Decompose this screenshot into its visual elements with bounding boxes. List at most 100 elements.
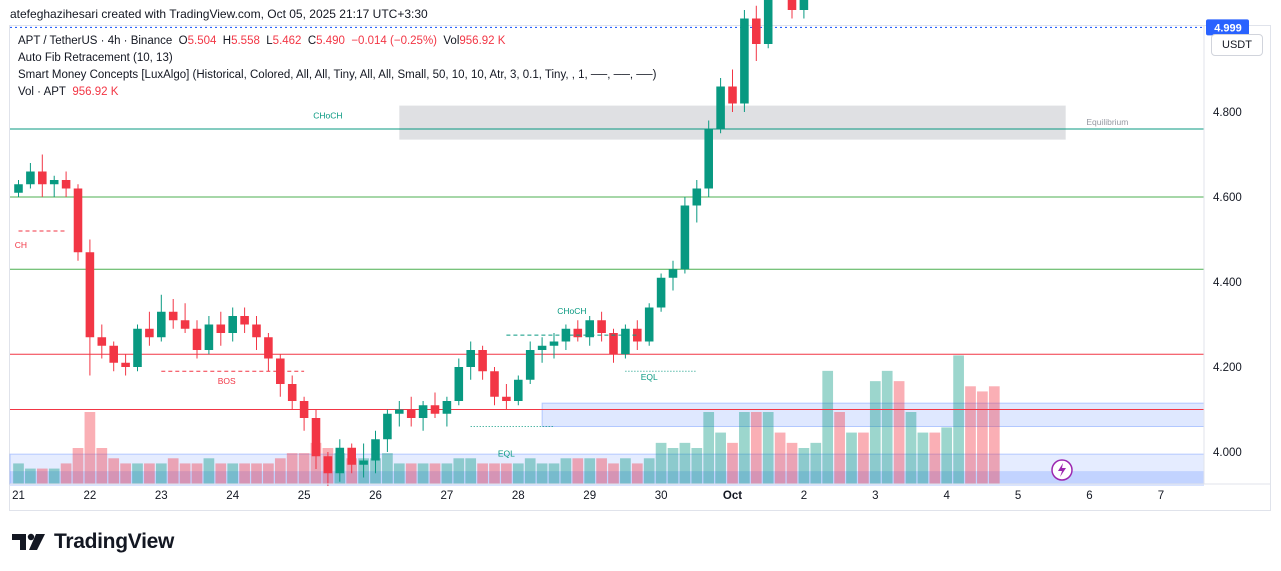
- candle-body: [656, 277, 666, 308]
- legend-indicator-volume[interactable]: Vol · APT 956.92 K: [18, 86, 118, 98]
- volume-bar: [631, 463, 643, 484]
- chart-frame: [9, 25, 1271, 511]
- volume-bar: [858, 432, 869, 484]
- volume-bar: [298, 453, 310, 484]
- candle-body: [442, 401, 452, 414]
- legend-change: −0.014 (−0.25%): [351, 35, 437, 47]
- candle-body: [478, 350, 487, 372]
- volume-bar: [929, 432, 941, 484]
- volume-bar: [953, 355, 964, 484]
- candle-body: [359, 460, 368, 465]
- candle-body: [121, 362, 130, 367]
- candle-body: [752, 18, 761, 44]
- levels-layer: 5.6415.5665.2974.999: [10, 19, 1249, 410]
- volume-bar: [36, 468, 48, 484]
- time-tick-label: 5: [1015, 490, 1021, 502]
- legend-indicator-smc[interactable]: Smart Money Concepts [LuxAlgo] (Historic…: [18, 69, 657, 81]
- time-tick-label: 2: [801, 490, 807, 502]
- candle-body: [252, 324, 261, 338]
- candle-body: [347, 447, 356, 465]
- time-tick-label: 25: [298, 490, 311, 502]
- candle-body: [644, 307, 654, 342]
- time-tick-label: 28: [512, 490, 525, 502]
- volume-bar: [798, 448, 810, 484]
- volume-bar: [977, 391, 988, 484]
- legend-low-value: 5.462: [272, 35, 302, 47]
- candle-body: [49, 180, 59, 185]
- lightning-icon-bolt: [1058, 463, 1066, 477]
- candle-body: [395, 409, 404, 414]
- legend-symbol[interactable]: APT / TetherUS · 4h · Binance: [18, 35, 173, 47]
- volume-bar: [251, 463, 262, 484]
- candle-body: [38, 171, 47, 185]
- volume-bar: [536, 463, 548, 484]
- volume-bar: [620, 458, 631, 484]
- candle-body: [490, 371, 499, 397]
- volume-bar: [465, 458, 477, 484]
- volume-bar: [608, 463, 619, 484]
- time-tick-label: 23: [155, 490, 168, 502]
- footer-brand: TradingView: [12, 530, 174, 554]
- candle-body: [109, 345, 118, 363]
- lightning-icon[interactable]: [1051, 459, 1073, 481]
- candle-body: [371, 439, 380, 461]
- volume-bar: [715, 432, 726, 484]
- candle-body: [299, 401, 309, 418]
- volume-bar: [584, 458, 596, 484]
- legend-volume-indicator-value: 956.92 K: [72, 86, 119, 98]
- volume-bar: [524, 458, 536, 484]
- legend-open-label: O: [178, 35, 188, 47]
- candle-body: [633, 328, 642, 342]
- candle-body: [609, 333, 618, 355]
- volume-bar: [869, 381, 881, 484]
- candle-body: [799, 0, 809, 10]
- candle-body: [73, 188, 83, 253]
- candle-body: [668, 269, 678, 278]
- annotation-label: CHoCH: [313, 110, 342, 120]
- candle-body: [680, 205, 690, 270]
- candle-body: [704, 129, 713, 189]
- candle-body: [621, 328, 630, 355]
- volume-bar: [786, 442, 798, 484]
- volume-bar: [191, 463, 203, 484]
- candle-body: [168, 311, 178, 321]
- candle-body: [573, 328, 583, 338]
- legend-high-value: 5.558: [231, 35, 260, 47]
- price-axis: 4.0004.2004.4004.6004.8005.2005.800APTUS…: [1203, 26, 1242, 484]
- volume-bar: [762, 412, 774, 484]
- volume-bar: [144, 463, 155, 484]
- volume-bar: [727, 442, 738, 484]
- volume-bar: [203, 458, 215, 484]
- candle-body: [763, 0, 773, 44]
- legend-volume-indicator-label: Vol · APT: [18, 86, 66, 98]
- time-tick-label: 6: [1086, 490, 1092, 502]
- volume-bar: [750, 412, 762, 484]
- volume-bar: [822, 370, 834, 484]
- volume-bar: [382, 453, 393, 484]
- volume-bar: [572, 458, 584, 484]
- candle-body: [14, 184, 23, 193]
- time-tick-label: 22: [84, 490, 97, 502]
- legend-close-value: 5.490: [316, 35, 345, 47]
- volume-bar: [48, 468, 60, 484]
- candle-body: [716, 86, 725, 129]
- volume-bar: [84, 412, 96, 484]
- candle-body: [323, 456, 333, 474]
- volume-bar: [239, 463, 250, 484]
- volume-bar: [489, 463, 500, 484]
- volume-bar: [274, 458, 286, 484]
- volume-bar: [703, 412, 715, 484]
- volume-bar: [667, 448, 679, 484]
- time-tick-label: 27: [441, 490, 454, 502]
- currency-button[interactable]: USDT: [1211, 34, 1263, 56]
- time-tick-label: 21: [12, 490, 25, 502]
- volume-bar: [679, 442, 691, 484]
- volume-bar: [286, 453, 298, 484]
- volume-bar: [155, 463, 167, 484]
- candle-body: [787, 0, 797, 10]
- legend-indicator-fib[interactable]: Auto Fib Retracement (10, 13): [18, 52, 173, 64]
- volume-bar: [691, 448, 703, 484]
- volume-bar: [881, 370, 893, 484]
- candle-body: [61, 180, 71, 189]
